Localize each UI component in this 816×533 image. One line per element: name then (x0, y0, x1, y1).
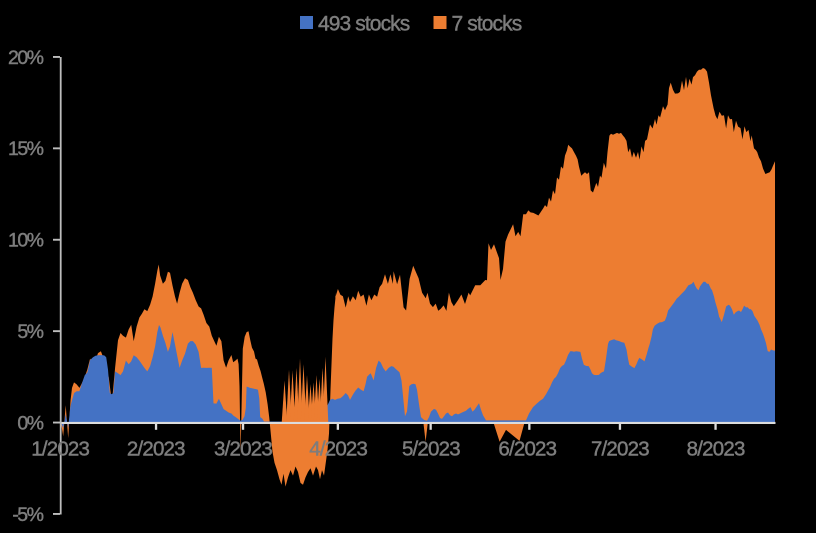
svg-text:6/2023: 6/2023 (498, 438, 556, 461)
svg-text:3/2023: 3/2023 (214, 438, 272, 461)
svg-text:493 stocks: 493 stocks (318, 13, 410, 36)
svg-text:8/2023: 8/2023 (687, 438, 745, 461)
svg-text:20%: 20% (8, 47, 44, 69)
svg-text:0%: 0% (17, 412, 43, 434)
svg-text:1/2023: 1/2023 (31, 438, 89, 461)
svg-text:10%: 10% (8, 230, 44, 252)
svg-text:5/2023: 5/2023 (402, 438, 460, 461)
svg-text:2/2023: 2/2023 (127, 438, 185, 461)
svg-text:5%: 5% (17, 321, 43, 343)
svg-text:7 stocks: 7 stocks (452, 13, 522, 36)
svg-text:7/2023: 7/2023 (591, 438, 649, 461)
svg-text:-5%: -5% (12, 504, 43, 526)
svg-text:15%: 15% (8, 138, 44, 160)
svg-text:4/2023: 4/2023 (309, 438, 367, 461)
